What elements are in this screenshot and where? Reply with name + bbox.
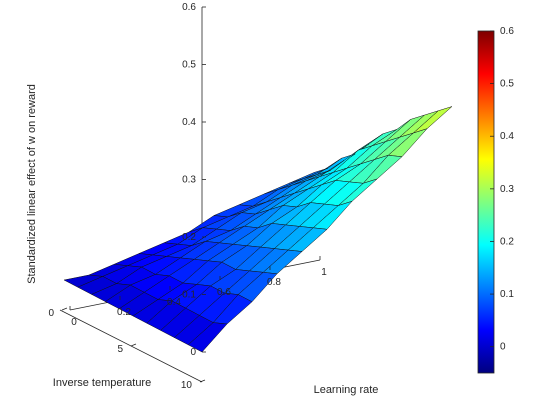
z-tick-label: 0.4	[182, 117, 196, 128]
y-tick-mark	[61, 307, 68, 311]
z-tick-label: 0	[190, 347, 196, 358]
colorbar-tick-label: 0	[500, 342, 506, 353]
colorbar-tick-label: 0.6	[500, 26, 514, 37]
x-tick-label: 0.4	[167, 297, 181, 308]
x-axis-label: Learning rate	[314, 384, 379, 396]
surface-mesh	[63, 106, 453, 353]
z-tick-label: 0.3	[182, 175, 196, 186]
z-tick-label: 0.1	[182, 290, 196, 301]
y-axis-label: Inverse temperature	[53, 377, 151, 389]
y-axis-ticks: 0 5 10	[48, 307, 206, 391]
z-tick-label: 0.6	[182, 2, 196, 13]
y-tick-label: 0	[48, 308, 54, 319]
x-tick-label: 0.6	[217, 287, 231, 298]
y-tick-mark	[199, 379, 206, 383]
z-axis-ticks: 0 0.1 0.2 0.3 0.4 0.5 0.6	[182, 2, 206, 358]
colorbar-tick-label: 0.3	[500, 184, 514, 195]
x-tick-label: 0.8	[267, 277, 281, 288]
x-tick-label: 0	[71, 317, 77, 328]
colorbar-tick-label: 0.2	[500, 236, 514, 247]
colorbar-tick-label: 0.4	[500, 131, 514, 142]
y-tick-label: 5	[117, 344, 123, 355]
surface-patch	[187, 322, 228, 353]
colorbar-ticks: 0 0.1 0.2 0.3 0.4 0.5 0.6	[490, 26, 514, 353]
x-tick-label: 0.2	[117, 307, 131, 318]
y-tick-label: 10	[181, 380, 193, 391]
z-tick-label: 0.5	[182, 60, 196, 71]
z-axis-label: Standardized linear effect of w on rewar…	[26, 84, 38, 284]
y-tick-mark	[130, 343, 137, 347]
x-tick-label: 1	[321, 267, 327, 278]
colorbar: 0 0.1 0.2 0.3 0.4 0.5 0.6	[477, 26, 514, 374]
x-axis-ticks: 0 0.2 0.4 0.6 0.8 1	[69, 256, 327, 328]
colorbar-gradient	[477, 30, 495, 374]
z-tick-label: 0.2	[182, 232, 196, 243]
colorbar-tick-label: 0.1	[500, 289, 514, 300]
colorbar-tick-label: 0.5	[500, 79, 514, 90]
